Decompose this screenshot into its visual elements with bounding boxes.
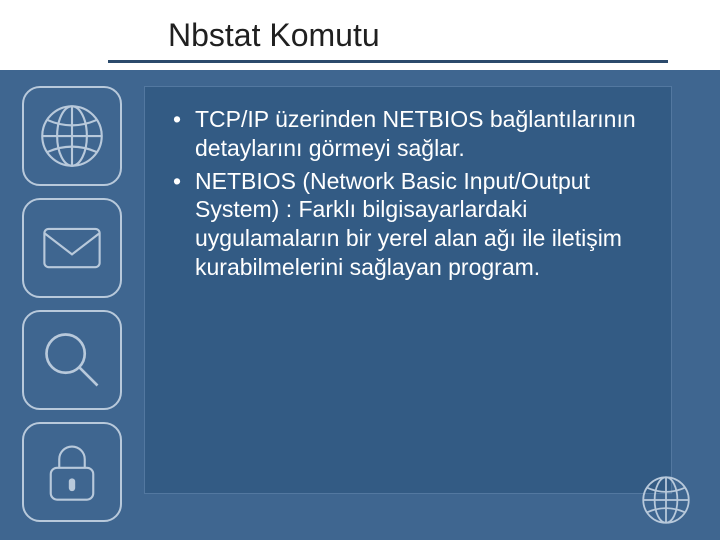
search-icon	[22, 310, 122, 410]
slide: Nbstat Komutu	[0, 0, 720, 540]
slide-title: Nbstat Komutu	[168, 17, 380, 54]
bullet-list: TCP/IP üzerinden NETBIOS bağlantılarının…	[173, 105, 643, 282]
title-underline	[108, 60, 668, 63]
sidebar	[22, 86, 122, 522]
bullet-item: NETBIOS (Network Basic Input/Output Syst…	[173, 167, 643, 282]
bullet-item: TCP/IP üzerinden NETBIOS bağlantılarının…	[173, 105, 643, 163]
globe-icon	[640, 474, 692, 526]
mail-icon	[22, 198, 122, 298]
lock-icon	[22, 422, 122, 522]
content-panel: TCP/IP üzerinden NETBIOS bağlantılarının…	[144, 86, 672, 494]
globe-icon	[22, 86, 122, 186]
